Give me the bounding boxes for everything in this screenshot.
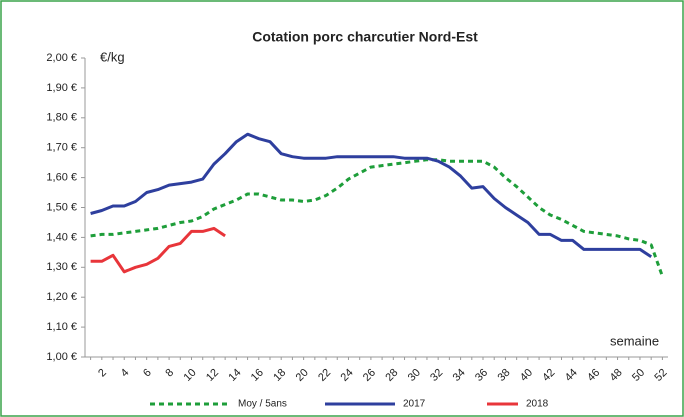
y-axis-label: €/kg [100,49,125,64]
x-axis-label: semaine [610,333,659,348]
y-tick-label: 1,10 € [46,321,77,333]
series-line [90,226,226,274]
legend-label: 2018 [526,399,549,410]
series-line [90,158,664,277]
y-tick-label: 1,50 € [46,201,77,213]
y-tick-label: 1,60 € [46,172,77,184]
y-tick-label: 1,70 € [46,142,77,154]
y-tick-label: 1,30 € [46,261,77,273]
y-tick-label: 1,40 € [46,231,77,243]
legend-label: 2017 [403,399,426,410]
y-tick-label: 1,00 € [46,351,77,363]
legend-label: Moy / 5ans [238,399,287,410]
series-line [90,132,653,259]
y-tick-label: 2,00 € [46,52,77,64]
y-tick-label: 1,80 € [46,112,77,124]
y-tick-label: 1,90 € [46,82,77,94]
chart-title: Cotation porc charcutier Nord-Est [252,29,478,45]
y-tick-label: 1,20 € [46,291,77,303]
